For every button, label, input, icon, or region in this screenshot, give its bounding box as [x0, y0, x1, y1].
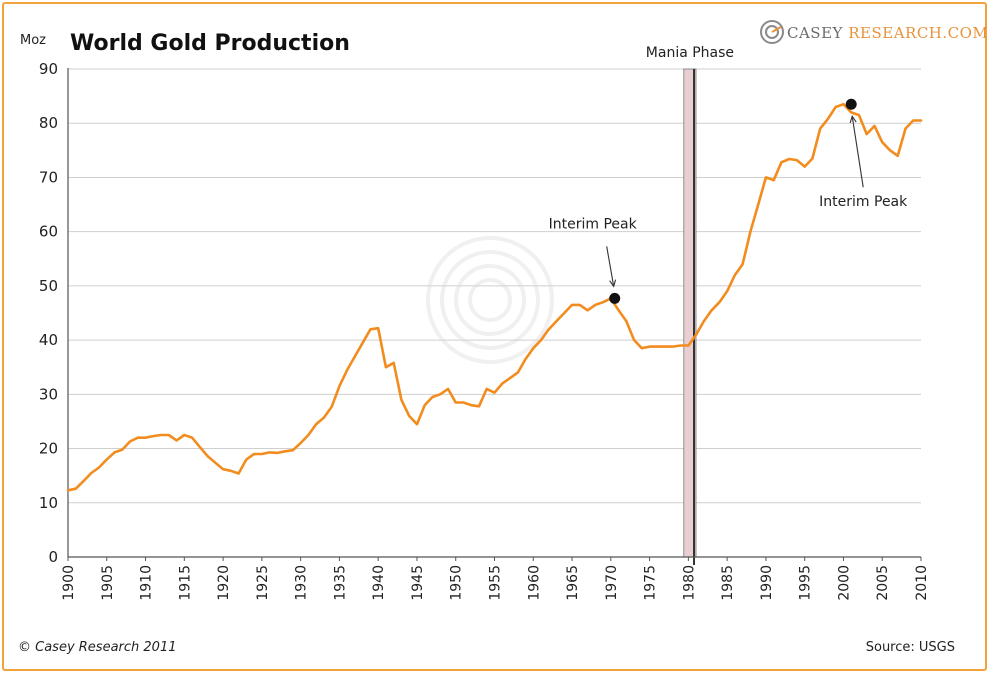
- copyright-note: © Casey Research 2011: [18, 640, 177, 655]
- x-tick-label: 1930: [294, 565, 310, 601]
- y-tick-label: 60: [39, 223, 58, 241]
- watermark-logo: [426, 236, 554, 364]
- x-tick-label: 1900: [61, 565, 77, 601]
- interim-peak-label: Interim Peak: [819, 194, 908, 210]
- annotation-arrow: [851, 116, 864, 188]
- x-tick-label: 1920: [216, 565, 232, 601]
- x-tick-label: 1935: [332, 565, 348, 601]
- x-tick-label: 1985: [720, 565, 736, 601]
- interim-peak-label: Interim Peak: [549, 216, 638, 232]
- y-tick-label: 70: [39, 168, 58, 186]
- y-tick-label: 0: [48, 548, 58, 566]
- logo-emblem-icon: [760, 20, 784, 44]
- x-tick-label: 1945: [410, 565, 426, 601]
- y-unit-label: Moz: [20, 33, 46, 48]
- x-tick-label: 1970: [604, 565, 620, 601]
- x-tick-label: 2010: [914, 565, 930, 601]
- casey-research-logo: CASEY RESEARCH.COM: [760, 20, 988, 44]
- x-tick-label: 1955: [488, 565, 504, 601]
- x-tick-label: 1965: [565, 565, 581, 601]
- x-tick-label: 1990: [759, 565, 775, 601]
- x-tick-label: 2005: [875, 565, 891, 601]
- mania-phase-label: Mania Phase: [646, 45, 734, 61]
- y-tick-label: 10: [39, 494, 58, 512]
- x-tick-label: 2000: [836, 565, 852, 601]
- x-tick-label: 1905: [100, 565, 116, 601]
- y-tick-labels: 0 10 20 30 40 50 60 70 80 90: [39, 60, 58, 566]
- logo-text: CASEY RESEARCH.COM: [787, 24, 988, 42]
- gridlines: [68, 68, 921, 504]
- x-tick-label: 1915: [177, 565, 193, 601]
- annotation-arrow: [606, 246, 615, 287]
- y-tick-label: 50: [39, 277, 58, 295]
- x-tick-label: 1925: [255, 565, 271, 601]
- annotation-arrowhead: [849, 114, 857, 124]
- x-tick-label: 1940: [371, 565, 387, 601]
- x-tick-label: 1960: [526, 565, 542, 601]
- annotations: Interim Peak Interim Peak: [549, 98, 908, 304]
- gold-production-line: [66, 102, 923, 492]
- x-tick-label: 1995: [798, 565, 814, 601]
- x-tick-labels: 1900 1905 1910 1915 1920 1925 1930 1935 1940 1945…: [61, 557, 930, 601]
- x-tick-label: 1980: [681, 565, 697, 601]
- source-note: Source: USGS: [866, 640, 955, 655]
- y-tick-label: 90: [39, 60, 58, 78]
- y-tick-label: 80: [39, 114, 58, 132]
- y-tick-label: 20: [39, 440, 58, 458]
- x-tick-label: 1975: [643, 565, 659, 601]
- interim-peak-marker: [845, 98, 857, 110]
- x-tick-label: 1950: [449, 565, 465, 601]
- series-group: [66, 102, 923, 492]
- highlight-band: Mania Phase: [646, 45, 734, 565]
- y-tick-label: 40: [39, 331, 58, 349]
- x-tick-label: 1910: [139, 565, 155, 601]
- interim-peak-marker: [609, 292, 621, 304]
- y-tick-label: 30: [39, 385, 58, 403]
- axes: [67, 68, 921, 558]
- chart-title: World Gold Production: [70, 31, 350, 56]
- annotation-arrowhead: [609, 279, 617, 288]
